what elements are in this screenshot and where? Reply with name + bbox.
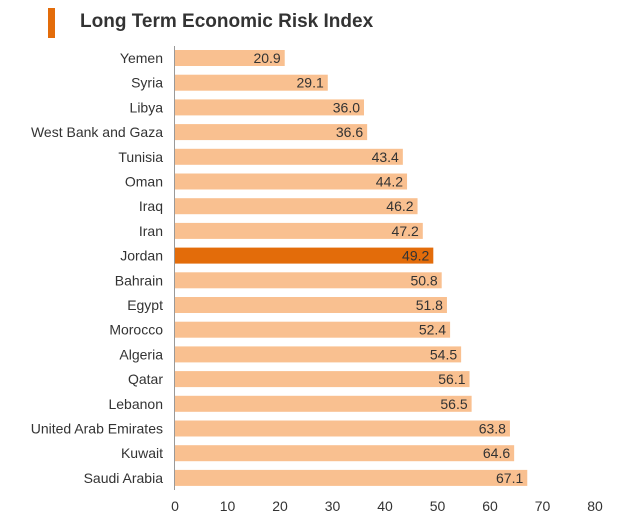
- category-label: Libya: [130, 99, 164, 115]
- data-label: 36.6: [336, 124, 363, 140]
- data-label: 63.8: [479, 421, 506, 437]
- bar: [175, 247, 434, 264]
- category-label: Qatar: [128, 371, 163, 387]
- x-tick-label: 30: [325, 498, 341, 514]
- category-label: Tunisia: [118, 149, 163, 165]
- data-label: 64.6: [483, 445, 510, 461]
- bar: [175, 198, 418, 215]
- data-label: 56.5: [440, 396, 467, 412]
- bar: [175, 148, 403, 165]
- data-label: 54.5: [430, 346, 457, 362]
- bar: [175, 346, 462, 363]
- category-label: Saudi Arabia: [84, 470, 164, 486]
- data-label: 49.2: [402, 248, 429, 264]
- data-label: 36.0: [333, 99, 360, 115]
- data-label: 44.2: [376, 174, 403, 190]
- data-label: 47.2: [392, 223, 419, 239]
- data-label: 56.1: [438, 371, 465, 387]
- category-label: Oman: [125, 174, 163, 190]
- category-label: Kuwait: [121, 445, 163, 461]
- bar: [175, 371, 470, 388]
- title-accent-bar: [48, 8, 55, 38]
- x-tick-label: 20: [272, 498, 288, 514]
- bar: [175, 445, 515, 462]
- category-label: United Arab Emirates: [31, 421, 163, 437]
- bar: [175, 173, 408, 190]
- x-tick-label: 80: [587, 498, 603, 514]
- chart-title: Long Term Economic Risk Index: [80, 11, 374, 32]
- bar: [175, 50, 285, 66]
- category-label: West Bank and Gaza: [31, 124, 163, 140]
- data-label: 46.2: [386, 198, 413, 214]
- x-tick-label: 10: [220, 498, 236, 514]
- data-label: 50.8: [410, 272, 437, 288]
- bar: [175, 74, 328, 91]
- bar: [175, 297, 447, 313]
- category-label: Morocco: [109, 322, 163, 338]
- data-label: 51.8: [416, 297, 443, 313]
- x-tick-label: 60: [482, 498, 498, 514]
- category-label: Algeria: [119, 346, 163, 362]
- data-label: 29.1: [297, 75, 324, 91]
- x-tick-label: 40: [377, 498, 393, 514]
- bar: [175, 222, 423, 239]
- category-label: Yemen: [120, 50, 163, 66]
- bar: [175, 469, 528, 486]
- category-label: Iran: [139, 223, 163, 239]
- data-label: 52.4: [419, 322, 446, 338]
- bar: [175, 124, 368, 141]
- category-label: Lebanon: [108, 396, 163, 412]
- data-label: 20.9: [253, 50, 280, 66]
- bar: [175, 321, 451, 338]
- category-label: Syria: [131, 75, 163, 91]
- bar: [175, 395, 472, 412]
- bar: [175, 420, 510, 437]
- category-label: Jordan: [120, 248, 163, 264]
- bar: [175, 99, 364, 116]
- bar: [175, 272, 442, 289]
- data-label: 43.4: [372, 149, 399, 165]
- x-tick-label: 70: [535, 498, 551, 514]
- x-tick-label: 50: [430, 498, 446, 514]
- x-tick-label: 0: [171, 498, 179, 514]
- data-label: 67.1: [496, 470, 523, 486]
- category-label: Iraq: [139, 198, 163, 214]
- category-label: Egypt: [127, 297, 163, 313]
- category-label: Bahrain: [115, 272, 163, 288]
